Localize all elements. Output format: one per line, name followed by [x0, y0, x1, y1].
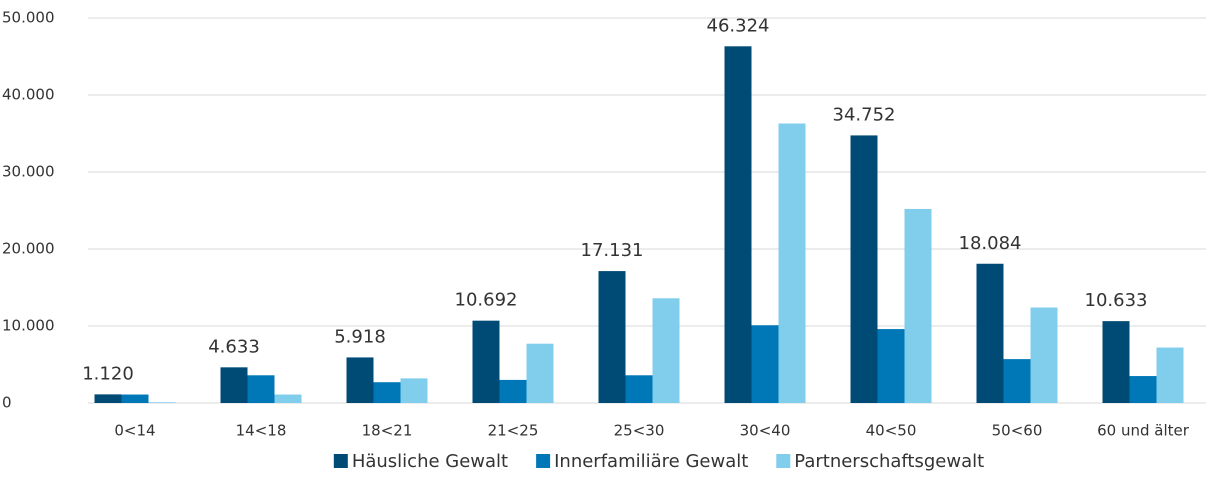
legend-swatch — [333, 454, 348, 468]
bar — [247, 375, 275, 403]
bar — [346, 357, 374, 403]
y-tick-label: 0 — [2, 394, 12, 412]
bar — [373, 382, 401, 403]
bar — [400, 378, 428, 403]
bar — [220, 367, 248, 403]
x-tick-label: 50<60 — [992, 422, 1043, 440]
bar — [274, 394, 302, 403]
bar — [877, 329, 905, 403]
bar — [1003, 359, 1031, 403]
data-label: 46.324 — [707, 15, 770, 36]
y-tick-label: 20.000 — [2, 240, 55, 258]
bar — [1129, 376, 1157, 403]
legend-label: Häusliche Gewalt — [352, 451, 508, 472]
y-tick-label: 30.000 — [2, 163, 55, 181]
x-tick-label: 40<50 — [866, 422, 917, 440]
bar — [94, 394, 122, 403]
data-label: 17.131 — [581, 240, 644, 261]
data-label: 10.633 — [1085, 290, 1148, 311]
bar — [148, 402, 176, 403]
x-tick-label: 14<18 — [236, 422, 287, 440]
data-label: 4.633 — [208, 336, 260, 357]
bar — [526, 343, 554, 403]
x-tick-label: 0<14 — [114, 422, 155, 440]
y-tick-label: 10.000 — [2, 317, 55, 335]
bar — [499, 379, 527, 403]
legend-label: Innerfamiliäre Gewalt — [554, 451, 748, 472]
bar — [625, 375, 653, 403]
bar — [904, 208, 932, 403]
bar — [976, 263, 1004, 403]
x-tick-label: 60 und älter — [1097, 422, 1190, 440]
bar — [1030, 307, 1058, 403]
bar — [1102, 321, 1130, 403]
x-tick-label: 30<40 — [740, 422, 791, 440]
y-tick-label: 40.000 — [2, 86, 55, 104]
bar — [652, 298, 680, 403]
bar — [1156, 347, 1184, 403]
data-label: 34.752 — [833, 104, 896, 125]
bar — [121, 394, 149, 403]
x-tick-label: 18<21 — [362, 422, 413, 440]
bar — [751, 325, 779, 403]
legend-label: Partnerschaftsgewalt — [794, 451, 984, 472]
bar — [850, 135, 878, 403]
bar — [472, 320, 500, 403]
y-tick-label: 50.000 — [2, 9, 55, 27]
bar — [778, 123, 806, 404]
x-tick-label: 21<25 — [488, 422, 539, 440]
data-label: 18.084 — [959, 233, 1022, 254]
data-label: 10.692 — [455, 290, 518, 311]
bar — [598, 271, 626, 403]
data-label: 5.918 — [334, 326, 386, 347]
data-label: 1.120 — [82, 363, 134, 384]
legend-swatch — [536, 454, 551, 468]
legend-swatch — [776, 454, 791, 468]
bar — [724, 46, 752, 403]
x-tick-label: 25<30 — [614, 422, 665, 440]
